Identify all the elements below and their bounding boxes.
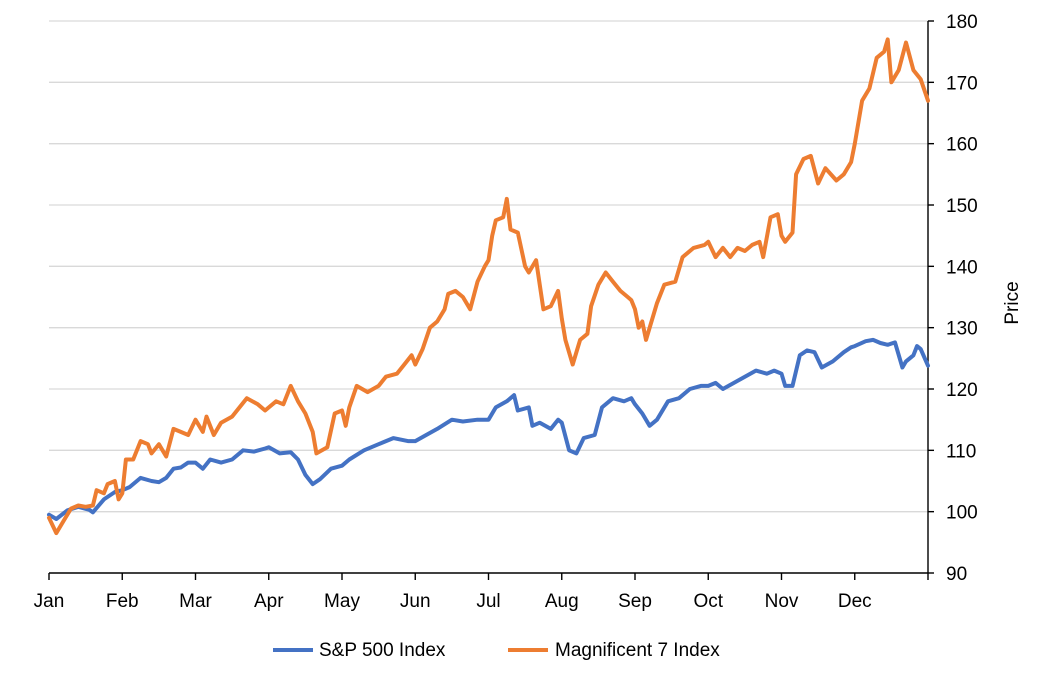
series-line-sp500 bbox=[47, 337, 930, 521]
x-tick-label: Nov bbox=[765, 591, 799, 612]
series-line-magnificent-7 bbox=[47, 37, 930, 536]
x-tick-label: Dec bbox=[838, 591, 872, 612]
y-tick-label: 160 bbox=[946, 135, 978, 156]
y-tick-label: 170 bbox=[946, 73, 978, 94]
y-tick-label: 90 bbox=[946, 564, 967, 585]
y-tick-label: 130 bbox=[946, 319, 978, 340]
x-tick-label: Sep bbox=[618, 591, 652, 612]
x-tick-label: Jan bbox=[34, 591, 65, 612]
legend-label-sp500: S&P 500 Index bbox=[319, 640, 446, 661]
gridlines bbox=[49, 20, 928, 513]
x-tick-label: Mar bbox=[179, 591, 212, 612]
x-tick-label: Feb bbox=[106, 591, 139, 612]
y-tick-label: 110 bbox=[946, 441, 976, 462]
x-tick-label: Apr bbox=[254, 591, 284, 612]
x-tick-label: Oct bbox=[693, 591, 723, 612]
legend: S&P 500 Index Magnificent 7 Index bbox=[273, 640, 720, 661]
y-tick-label: 120 bbox=[946, 380, 978, 401]
y-tick-label: 150 bbox=[946, 196, 978, 217]
x-tick-label: Aug bbox=[545, 591, 579, 612]
x-tick-label: May bbox=[324, 591, 360, 612]
y-tick-label: 140 bbox=[946, 257, 978, 278]
y-axis-title: Price bbox=[1002, 281, 1023, 324]
y-tick-label: 180 bbox=[946, 12, 978, 33]
axes: 90 100 110 120 130 140 150 160 170 180 Jan Feb Mar Ap… bbox=[34, 12, 978, 612]
x-tick-label: Jun bbox=[400, 591, 431, 612]
series-lines bbox=[47, 37, 930, 536]
legend-label-magnificent-7: Magnificent 7 Index bbox=[555, 640, 720, 661]
x-tick-label: Jul bbox=[476, 591, 500, 612]
y-tick-label: 100 bbox=[946, 503, 978, 524]
